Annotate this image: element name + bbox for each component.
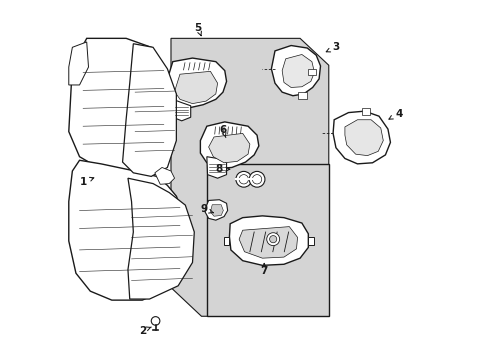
- Polygon shape: [332, 111, 389, 164]
- Polygon shape: [308, 69, 315, 75]
- Polygon shape: [239, 226, 297, 258]
- Text: 1: 1: [80, 177, 94, 187]
- Circle shape: [252, 175, 261, 184]
- Polygon shape: [361, 108, 369, 116]
- Polygon shape: [344, 120, 383, 156]
- Polygon shape: [200, 122, 258, 168]
- Polygon shape: [172, 99, 190, 121]
- Polygon shape: [271, 45, 320, 96]
- Polygon shape: [208, 134, 249, 163]
- Text: 9: 9: [201, 204, 213, 215]
- Polygon shape: [69, 39, 167, 171]
- Polygon shape: [204, 200, 227, 220]
- Polygon shape: [171, 39, 328, 316]
- Polygon shape: [165, 58, 226, 108]
- Polygon shape: [308, 237, 314, 244]
- Polygon shape: [128, 178, 194, 299]
- Circle shape: [249, 171, 264, 187]
- Text: 3: 3: [325, 42, 339, 52]
- Polygon shape: [69, 42, 88, 85]
- Polygon shape: [206, 157, 226, 178]
- Polygon shape: [122, 44, 176, 176]
- Polygon shape: [206, 164, 328, 316]
- Text: 8: 8: [215, 164, 229, 174]
- Polygon shape: [210, 205, 223, 216]
- Circle shape: [235, 171, 251, 187]
- Polygon shape: [174, 71, 217, 104]
- Polygon shape: [229, 216, 308, 265]
- Text: 6: 6: [219, 125, 226, 138]
- Circle shape: [266, 233, 279, 246]
- Polygon shape: [69, 160, 187, 300]
- Polygon shape: [223, 237, 229, 244]
- Text: 5: 5: [194, 23, 201, 36]
- Text: 4: 4: [388, 109, 402, 119]
- Polygon shape: [155, 167, 174, 184]
- Polygon shape: [298, 92, 306, 99]
- Circle shape: [151, 317, 160, 325]
- Text: 2: 2: [139, 325, 151, 336]
- Circle shape: [269, 235, 276, 243]
- Circle shape: [239, 175, 248, 184]
- Polygon shape: [282, 54, 314, 87]
- Text: 7: 7: [260, 264, 267, 276]
